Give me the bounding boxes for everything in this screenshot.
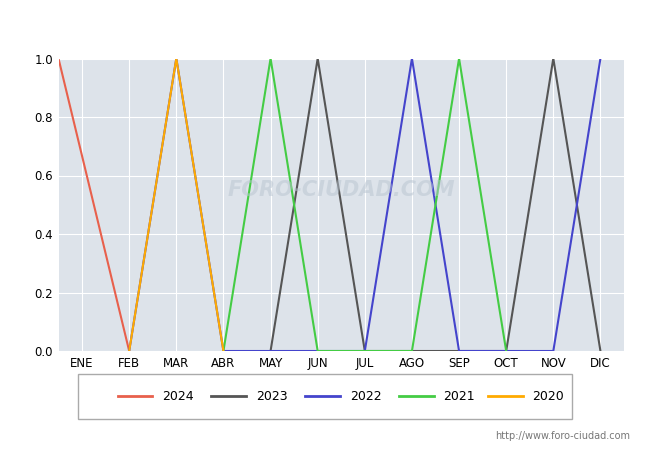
Text: 2023: 2023 xyxy=(256,390,287,402)
2021 xyxy=(266,56,274,61)
2021 xyxy=(314,348,322,354)
2021 xyxy=(502,348,510,354)
Text: 2024: 2024 xyxy=(162,390,194,402)
2023 xyxy=(314,56,322,61)
Line: 2023: 2023 xyxy=(270,58,601,351)
2022 xyxy=(455,348,463,354)
2022 xyxy=(172,56,180,61)
2023 xyxy=(597,348,604,354)
2022 xyxy=(408,56,416,61)
2022 xyxy=(549,348,557,354)
Line: 2021: 2021 xyxy=(224,58,506,351)
FancyBboxPatch shape xyxy=(78,374,572,419)
Text: 2022: 2022 xyxy=(350,390,382,402)
Text: http://www.foro-ciudad.com: http://www.foro-ciudad.com xyxy=(495,431,630,441)
2023 xyxy=(549,56,557,61)
2023 xyxy=(266,348,274,354)
Text: Matriculaciones de Vehiculos en Sant Mori: Matriculaciones de Vehiculos en Sant Mor… xyxy=(163,13,487,28)
2022 xyxy=(220,348,228,354)
Text: FORO-CIUDAD.COM: FORO-CIUDAD.COM xyxy=(227,180,455,200)
2022 xyxy=(502,348,510,354)
2022 xyxy=(597,56,604,61)
2021 xyxy=(408,348,416,354)
Line: 2022: 2022 xyxy=(129,58,601,351)
2023 xyxy=(502,348,510,354)
2020 xyxy=(220,348,228,354)
Text: 2021: 2021 xyxy=(443,390,475,402)
2021 xyxy=(220,348,228,354)
2022 xyxy=(361,348,369,354)
2022 xyxy=(125,348,133,354)
Line: 2020: 2020 xyxy=(129,58,224,351)
2020 xyxy=(172,56,180,61)
2021 xyxy=(455,56,463,61)
2023 xyxy=(361,348,369,354)
Text: 2020: 2020 xyxy=(532,390,564,402)
2020 xyxy=(125,348,133,354)
